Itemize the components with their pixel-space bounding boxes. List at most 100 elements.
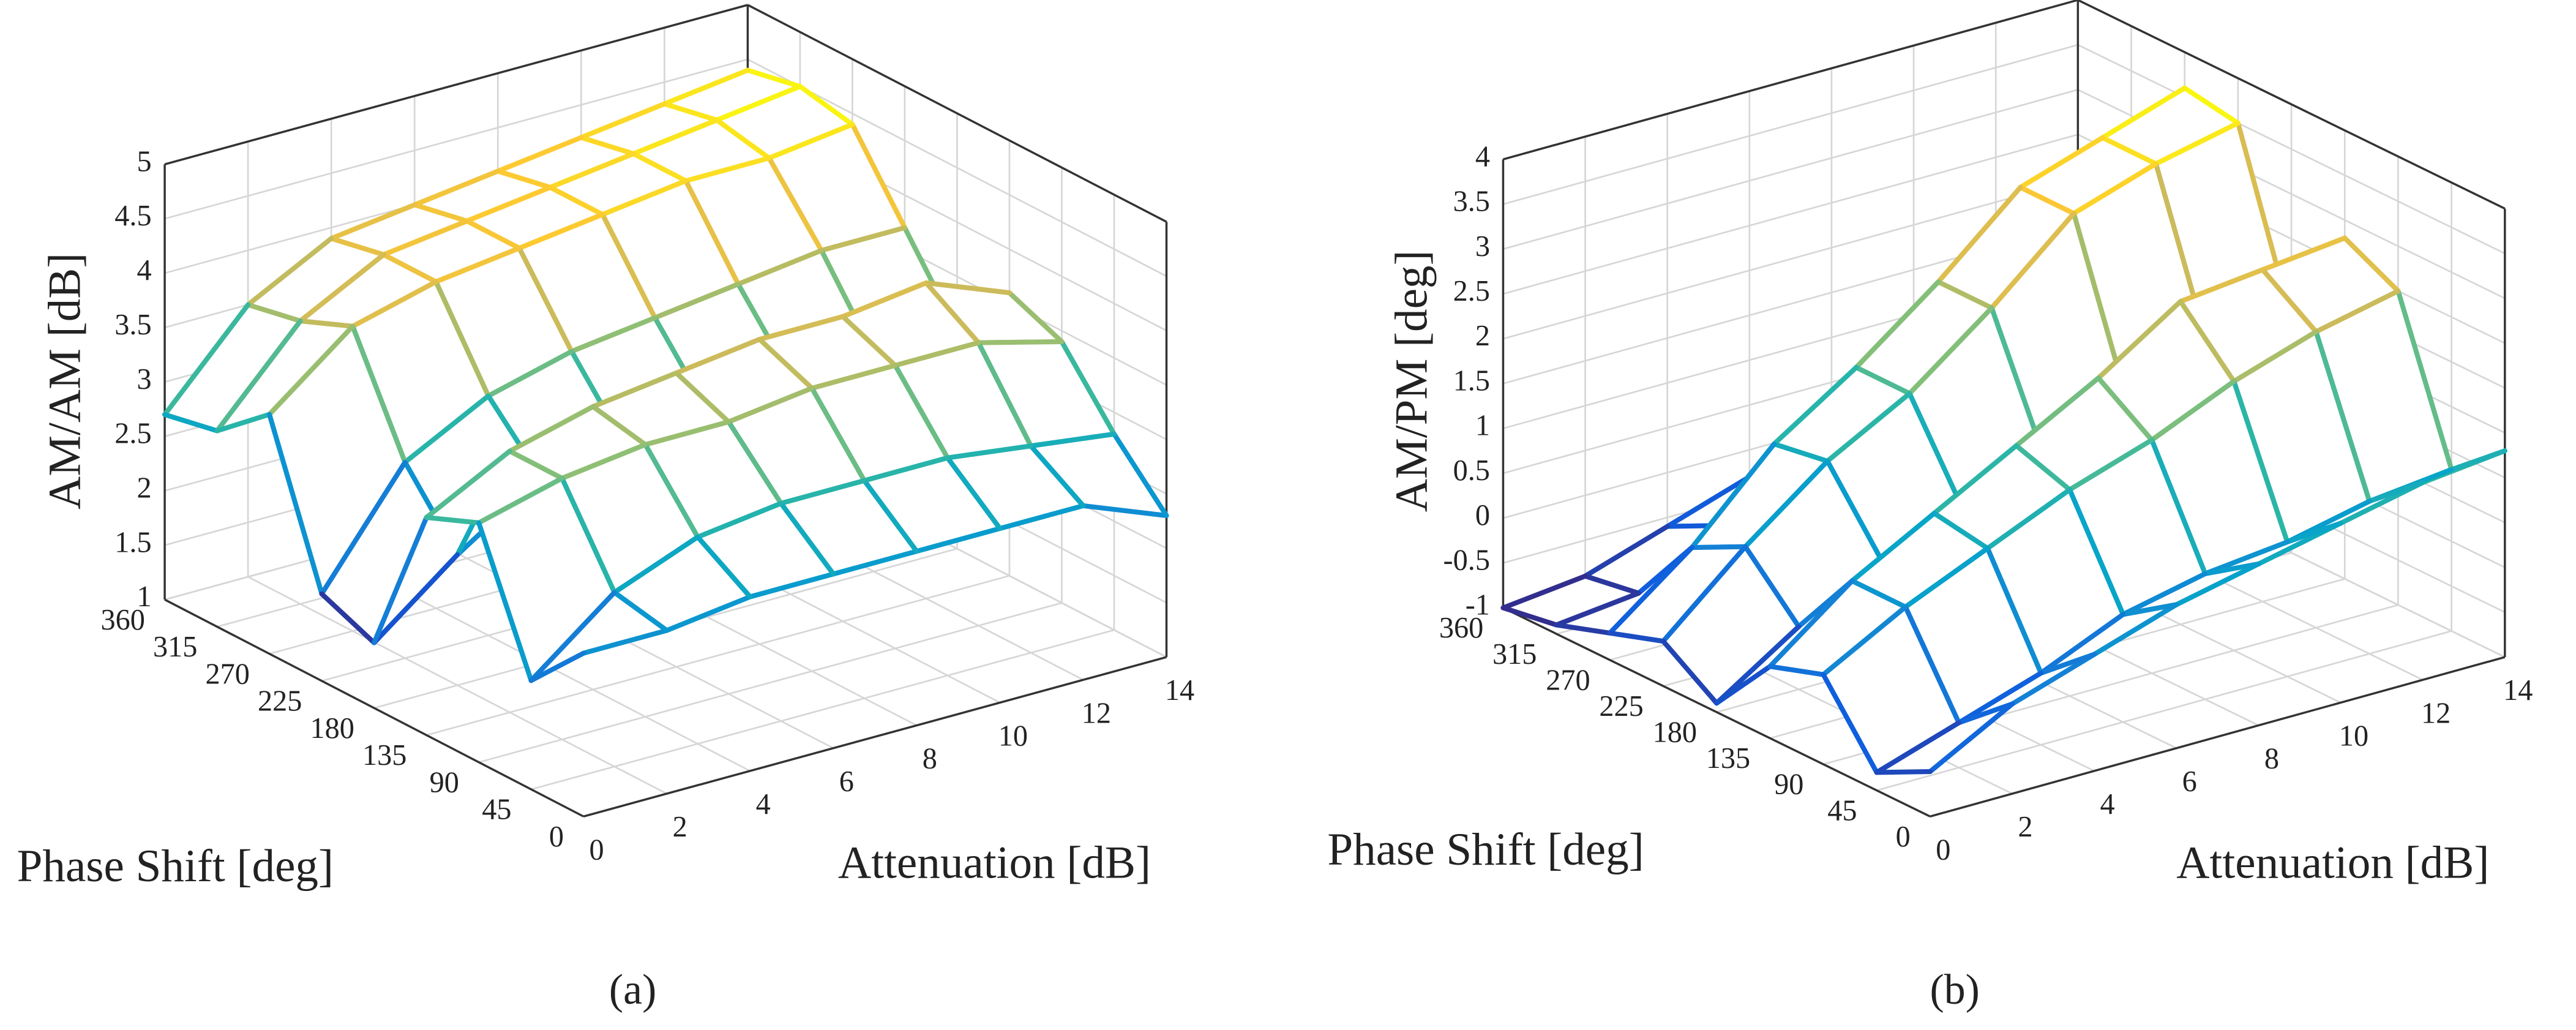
mesh-edge [590,404,648,448]
surface-patch [165,304,301,431]
mesh-edge [2182,85,2241,126]
surface-patch [812,365,948,481]
mesh-edge [2203,561,2261,576]
mesh-edge [1607,545,1694,636]
axis-line [1930,656,2506,818]
mesh-edge [507,404,596,454]
surface-patch [864,457,1000,552]
surface-patch [2181,269,2316,382]
mesh-edge [2260,235,2348,273]
mesh-edge [245,236,334,307]
mesh-edge [735,248,824,287]
z-tick-label: 1 [1475,410,1490,442]
x-axis-label: Attenuation [dB] [2176,838,2489,889]
x-tick-label: 0 [1936,833,1950,866]
y-tick-label: 360 [100,604,144,636]
mesh-edge [2285,521,2343,545]
mesh-edge [2260,267,2319,334]
surface-patch [2123,563,2259,615]
mesh-edge [2153,120,2241,167]
mesh-edge [1714,664,1773,706]
mesh-edge [381,218,470,257]
mesh-edge [997,503,1086,532]
grid-line [164,58,748,220]
x-tick-label: 2 [673,811,687,843]
caption: (b) [1930,966,1979,1013]
mesh-edge [1059,339,1117,437]
mesh-edge [2038,652,2097,676]
mesh-edge [547,184,605,217]
mesh-edge [517,246,574,354]
mesh-edge [1903,604,1961,726]
mesh-edge [433,246,522,285]
mesh-edge [2342,235,2401,294]
mesh-edge [747,571,836,600]
surface-patch [1585,525,1721,593]
mesh-edge [1927,701,2015,775]
grid-line [1503,178,2078,340]
z-tick-label: 0.5 [1453,454,1490,487]
mesh-edge [631,118,719,157]
mesh-edge [2071,161,2159,216]
mesh-edge [464,184,553,224]
mesh-edge [569,315,657,354]
mesh-edge [1028,443,1086,508]
surface-patch [414,171,550,221]
surface-patch [686,158,822,284]
mesh-edge [402,393,491,465]
axis-line [1502,0,2078,160]
surface-chart: -1 -0.5 0 0.5 1 1.5 2 2.5 3 3.5 4 0 45 90 135 180 225 270… [1327,0,2533,1013]
y-axis-label: Phase Shift [deg] [17,841,334,892]
z-tick-label: 1.5 [1453,364,1490,397]
x-tick-label: 2 [2018,811,2032,843]
surface-patch [769,124,905,251]
mesh-edge [528,650,586,683]
axis-line [747,4,1167,223]
y-tick-label: 225 [258,685,302,718]
mesh-edge [298,252,386,324]
mesh-edge [664,594,753,633]
mesh-edge [329,202,417,241]
mesh-edge [600,178,689,217]
mesh-edge [683,156,772,184]
mesh-edge [2449,448,2507,472]
mesh-edge [495,135,584,174]
mesh-edge [1006,290,1065,345]
mesh-edge [2121,571,2208,617]
y-tick-label: 45 [1827,794,1857,827]
axis-line [583,656,1167,818]
mesh-edge [2095,299,2184,381]
mesh-edge [2038,612,2126,676]
axis-line [2077,0,2506,210]
mesh-edge [1772,365,1859,447]
mesh-edge [1028,431,1117,449]
mesh-edge [2149,378,2237,443]
mesh-edge [1554,590,1641,628]
mesh-edge [476,520,534,683]
axis-line [164,4,748,165]
axis-line [164,598,584,818]
surface-patch [1934,445,2070,549]
y-tick-label: 135 [362,739,406,772]
y-tick-label: 180 [1653,716,1697,749]
z-tick-label: 1.5 [114,526,151,558]
surface-patch [1856,282,1992,394]
mesh-edge [2018,135,2105,190]
mesh-edge [600,212,657,320]
mesh-edge [1903,546,1990,610]
mesh-edge [495,168,553,190]
mesh-edge [1607,630,1666,644]
mesh-edge [350,279,439,329]
mesh-edge [2149,437,2208,576]
mesh-edge [2100,85,2187,140]
surface-patch [1938,187,2074,308]
grid-line [478,602,1062,764]
mesh-edge [2231,329,2319,384]
mesh-edge [1849,578,1908,610]
y-tick-label: 270 [1546,664,1590,696]
mesh-edge [1849,511,1937,584]
grid-line [426,574,1010,736]
mesh-edge [757,337,815,391]
surface-patch [1852,513,1988,607]
